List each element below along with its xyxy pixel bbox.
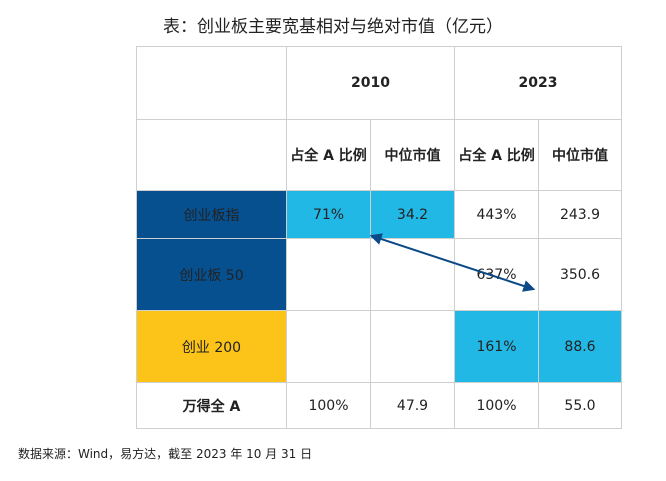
year-header-row: 2010 2023: [136, 46, 622, 120]
sub-header-2023-ratio: 占全 A 比例: [454, 119, 539, 191]
sub-header-blank: [136, 119, 287, 191]
table-cell: 100%: [286, 382, 371, 429]
corner-cell: [136, 46, 287, 120]
table-cell: 637%: [454, 238, 539, 311]
table-cell: [370, 310, 455, 383]
sub-header-row: 占全 A 比例 中位市值 占全 A 比例 中位市值: [136, 119, 622, 191]
table-cell: 71%: [286, 190, 371, 239]
table-cell: 161%: [454, 310, 539, 383]
row-label-chinext-50: 创业板 50: [136, 238, 287, 311]
table-cell: 88.6: [538, 310, 622, 383]
table-cell: 443%: [454, 190, 539, 239]
table-cell: 47.9: [370, 382, 455, 429]
source-note: 数据来源：Wind，易方达，截至 2023 年 10 月 31 日: [18, 447, 313, 461]
year-header-2010: 2010: [286, 46, 455, 120]
table-cell: 55.0: [538, 382, 622, 429]
market-cap-table: 2010 2023 占全 A 比例 中位市值 占全 A 比例 中位市值 创业板指…: [136, 46, 622, 429]
row-label-chinext-index: 创业板指: [136, 190, 287, 239]
table-row: 创业板 50 637% 350.6: [136, 238, 622, 311]
sub-header-2010-median: 中位市值: [370, 119, 455, 191]
sub-header-2023-median: 中位市值: [538, 119, 622, 191]
sub-header-2010-ratio: 占全 A 比例: [286, 119, 371, 191]
table-cell: [370, 238, 455, 311]
table-cell: 34.2: [370, 190, 455, 239]
row-label-wind-all-a: 万得全 A: [136, 382, 287, 429]
table-row: 万得全 A 100% 47.9 100% 55.0: [136, 382, 622, 429]
table-cell: [286, 238, 371, 311]
year-header-2023: 2023: [454, 46, 622, 120]
table-cell: [286, 310, 371, 383]
table-cell: 350.6: [538, 238, 622, 311]
row-label-chinext-200: 创业 200: [136, 310, 287, 383]
table-row: 创业板指 71% 34.2 443% 243.9: [136, 190, 622, 239]
table-cell: 100%: [454, 382, 539, 429]
page-title: 表：创业板主要宽基相对与绝对市值（亿元）: [163, 17, 503, 37]
table-cell: 243.9: [538, 190, 622, 239]
table-row: 创业 200 161% 88.6: [136, 310, 622, 383]
